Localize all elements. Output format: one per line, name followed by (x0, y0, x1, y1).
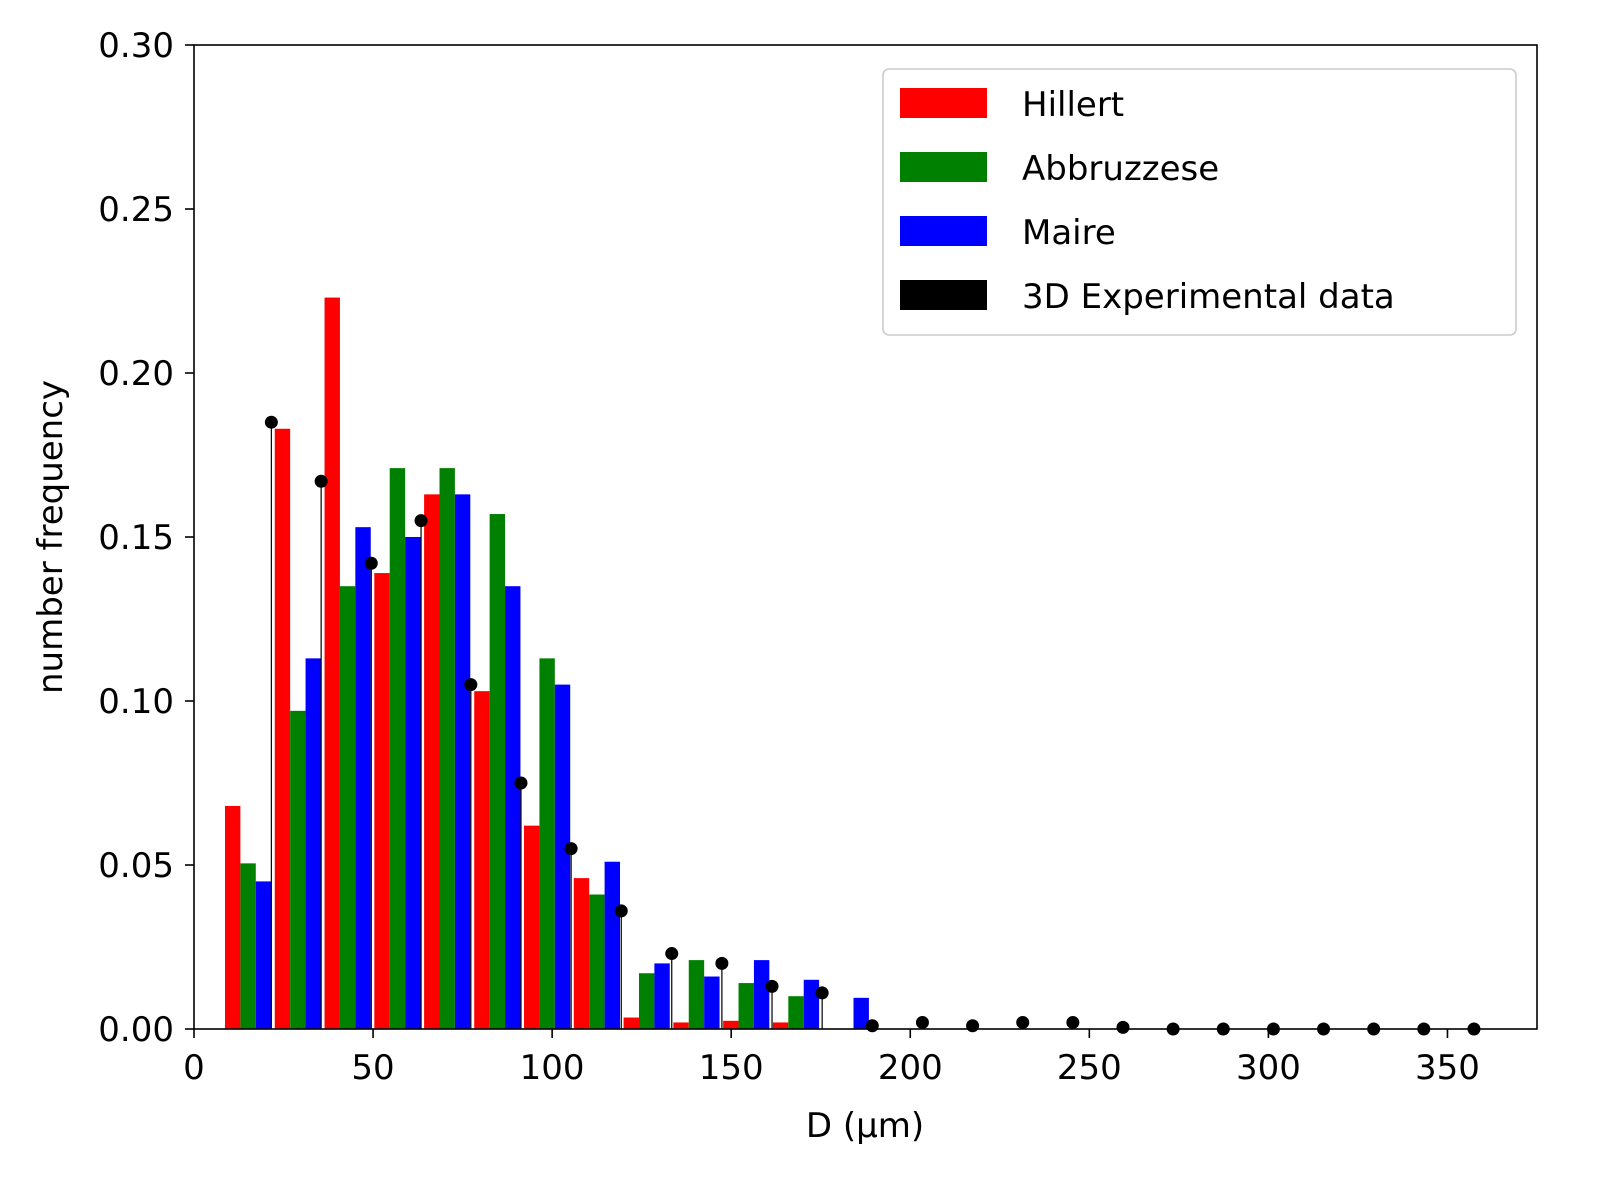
data-point-experimental (514, 776, 528, 790)
y-tick-label: 0.05 (98, 846, 174, 886)
y-axis: 0.00 0.05 0.10 0.15 0.20 0.25 0.30 (98, 26, 194, 1050)
bar-maire (704, 976, 720, 1029)
x-axis-label: D (μm) (806, 1106, 924, 1146)
legend-label-hillert: Hillert (1022, 85, 1124, 125)
x-axis: 0 50 100 150 200 250 300 350 (183, 1029, 1480, 1088)
bar-maire (654, 963, 670, 1029)
stems-layer (264, 415, 1481, 1036)
y-tick-label: 0.20 (98, 354, 174, 394)
bar-abbruzzese (389, 468, 406, 1029)
bar-abbruzzese (738, 983, 754, 1029)
bar-abbruzzese (688, 960, 705, 1029)
bar-hillert (723, 1020, 739, 1029)
bar-hillert (224, 805, 241, 1029)
data-point-experimental (364, 556, 378, 570)
bar-hillert (324, 297, 340, 1029)
legend-box (882, 68, 1517, 336)
bar-abbruzzese (439, 468, 455, 1029)
bar-abbruzzese (539, 658, 555, 1029)
bar-hillert (573, 878, 590, 1029)
bar-maire (853, 997, 869, 1029)
x-tick-label: 100 (520, 1048, 585, 1088)
bar-maire (505, 586, 521, 1029)
y-tick-label: 0.10 (98, 682, 174, 722)
legend-label-abbruzzese: Abbruzzese (1022, 149, 1219, 189)
legend-swatch-abbruzzese (900, 152, 987, 182)
bar-maire (604, 861, 620, 1029)
bar-hillert (673, 1022, 689, 1029)
data-point-experimental (614, 904, 628, 918)
y-tick-label: 0.30 (98, 26, 174, 66)
bar-hillert (772, 1022, 789, 1029)
data-point-experimental (665, 947, 679, 961)
data-point-experimental (966, 1019, 980, 1033)
bar-maire (753, 960, 770, 1029)
bar-maire (405, 537, 421, 1029)
bar-abbruzzese (339, 586, 356, 1029)
y-axis-label: number frequency (31, 380, 71, 694)
legend-swatch-maire (900, 216, 987, 246)
bar-abbruzzese (290, 710, 306, 1029)
data-point-experimental (414, 514, 428, 528)
bar-abbruzzese (240, 863, 256, 1029)
legend-label-maire: Maire (1022, 213, 1116, 253)
data-point-experimental (815, 986, 829, 1000)
data-point-experimental (314, 474, 328, 488)
bar-maire (355, 527, 371, 1029)
bar-abbruzzese (589, 894, 605, 1029)
y-tick-label: 0.25 (98, 190, 174, 230)
data-point-experimental (264, 415, 278, 429)
bars-layer (224, 297, 869, 1029)
x-tick-label: 300 (1236, 1048, 1301, 1088)
data-point-experimental (915, 1015, 929, 1029)
data-point-experimental (1066, 1015, 1080, 1029)
bar-maire (454, 494, 471, 1029)
data-point-experimental (1116, 1020, 1130, 1034)
data-point-experimental (865, 1019, 879, 1033)
legend-swatch-hillert (900, 88, 987, 118)
y-tick-label: 0.00 (98, 1010, 174, 1050)
y-tick-label: 0.15 (98, 518, 174, 558)
bar-maire (255, 881, 272, 1029)
bar-hillert (524, 825, 540, 1029)
data-point-experimental (1016, 1015, 1030, 1029)
x-tick-label: 250 (1057, 1048, 1122, 1088)
bar-hillert (623, 1017, 639, 1029)
data-point-experimental (715, 956, 729, 970)
x-tick-label: 150 (699, 1048, 764, 1088)
bar-maire (554, 684, 571, 1029)
x-tick-label: 0 (183, 1048, 205, 1088)
data-point-experimental (765, 979, 779, 993)
bar-hillert (424, 494, 440, 1029)
legend: Hillert Abbruzzese Maire 3D Experimental… (882, 68, 1517, 336)
bar-abbruzzese (638, 973, 655, 1029)
legend-label-experimental: 3D Experimental data (1022, 277, 1395, 317)
x-tick-label: 350 (1415, 1048, 1480, 1088)
bar-hillert (374, 573, 390, 1029)
x-tick-label: 200 (878, 1048, 943, 1088)
bar-maire (803, 979, 820, 1029)
x-tick-label: 50 (351, 1048, 394, 1088)
bar-hillert (274, 428, 291, 1029)
bar-abbruzzese (788, 996, 804, 1029)
bar-hillert (474, 691, 490, 1029)
data-point-experimental (464, 678, 478, 692)
bar-maire (305, 658, 321, 1029)
bar-abbruzzese (489, 514, 506, 1029)
data-point-experimental (564, 842, 578, 856)
legend-swatch-experimental (900, 280, 987, 310)
